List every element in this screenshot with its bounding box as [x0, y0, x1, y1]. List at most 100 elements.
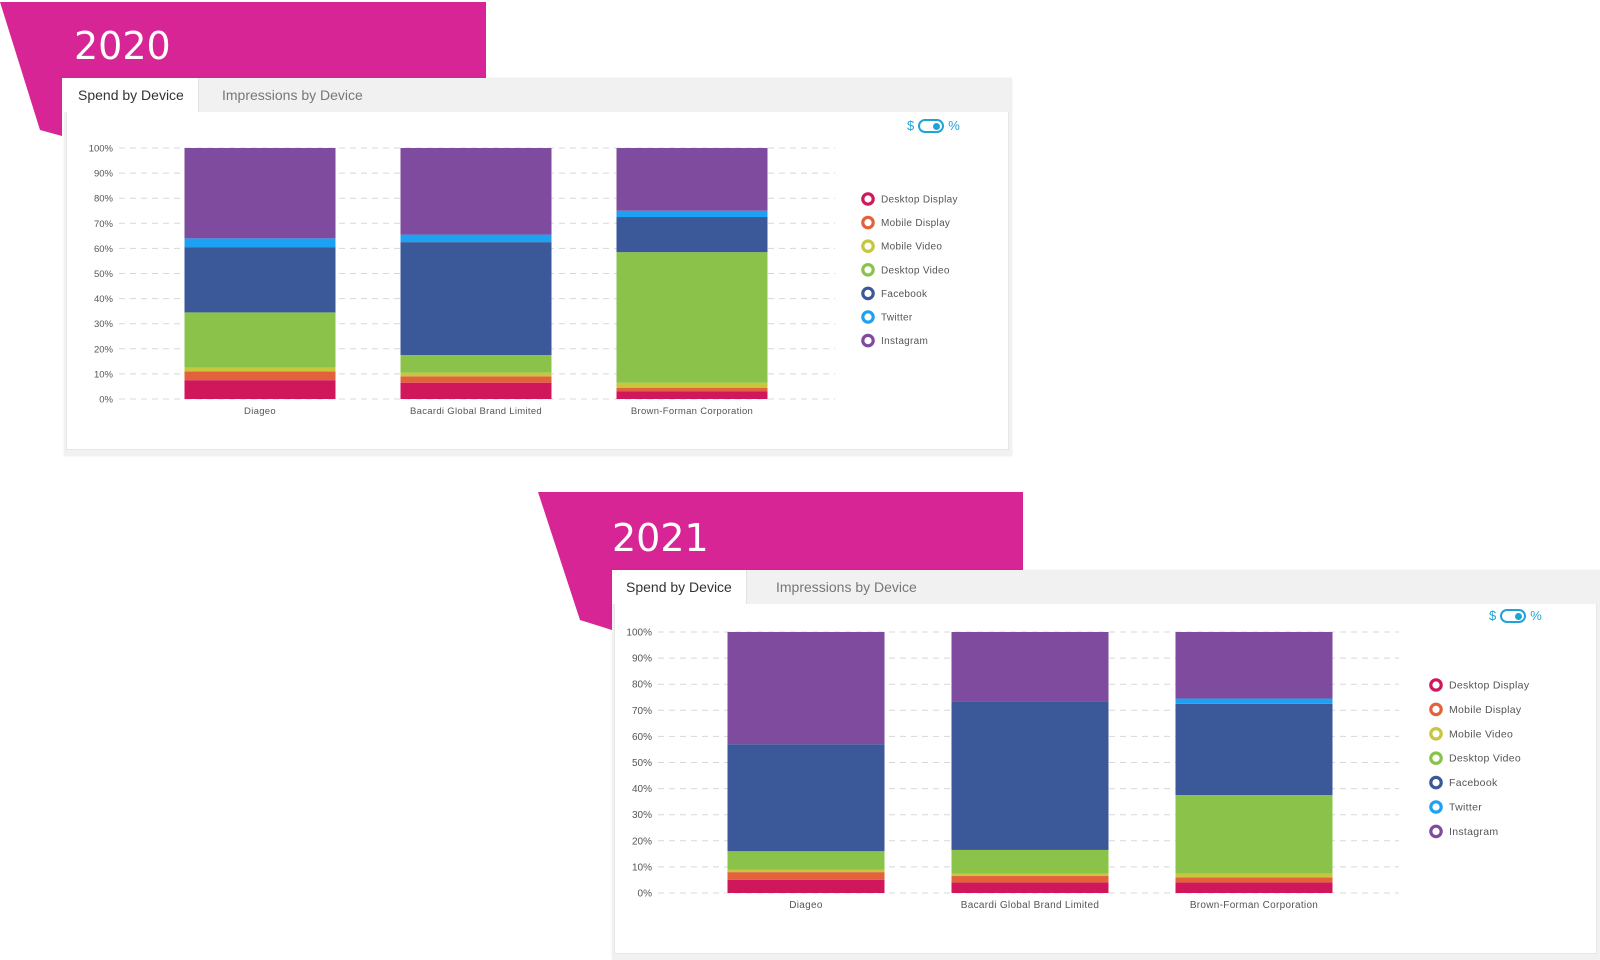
bar-segment-facebook: [1175, 703, 1333, 796]
bar-segment-desktop-video: [1175, 795, 1333, 874]
tab-impressions-by-device[interactable]: Impressions by Device: [222, 87, 363, 103]
currency-percent-toggle[interactable]: $ %: [1489, 608, 1542, 623]
tab-spend-by-device[interactable]: Spend by Device: [64, 78, 199, 112]
bar-segment-mobile-display: [616, 387, 768, 392]
legend-label: Mobile Video: [1449, 728, 1513, 740]
legend-marker-icon: [861, 192, 875, 206]
bar-segment-facebook: [727, 744, 885, 852]
y-tick-label: 40%: [94, 294, 114, 305]
legend-label: Mobile Display: [1449, 704, 1522, 716]
x-category-label: Bacardi Global Brand Limited: [410, 406, 542, 417]
legend-marker-icon: [861, 286, 875, 301]
bar-segment-instagram: [727, 632, 885, 745]
bar-segment-mobile-video: [400, 372, 552, 377]
legend-marker-icon: [1429, 800, 1443, 814]
y-tick-label: 90%: [94, 169, 114, 180]
bar-segment-desktop-display: [1175, 882, 1333, 893]
percent-label: %: [1530, 608, 1542, 623]
y-tick-label: 60%: [632, 732, 652, 743]
percent-label: %: [948, 118, 960, 133]
bar-segment-mobile-video: [727, 869, 885, 873]
y-tick-label: 80%: [94, 194, 114, 205]
tab-bar: Spend by Device Impressions by Device: [612, 570, 1600, 604]
bar-segment-mobile-video: [1175, 873, 1333, 878]
legend-label: Desktop Video: [1449, 753, 1521, 765]
y-tick-label: 80%: [632, 680, 652, 691]
legend-label: Twitter: [1449, 802, 1482, 814]
bar-segment-facebook: [951, 701, 1109, 850]
bar-segment-desktop-video: [184, 312, 336, 368]
x-category-label: Bacardi Global Brand Limited: [961, 900, 1099, 911]
bar-segment-facebook: [616, 217, 768, 253]
bar-segment-twitter: [400, 234, 552, 243]
legend-marker-icon: [861, 215, 875, 230]
x-category-label: Diageo: [789, 900, 823, 911]
legend-label: Desktop Video: [881, 265, 950, 276]
year-banner-2020: [0, 2, 486, 136]
toggle-switch-icon[interactable]: [918, 118, 945, 133]
toggle-switch-icon[interactable]: [1500, 608, 1527, 623]
y-tick-label: 70%: [632, 706, 652, 717]
x-category-label: Brown-Forman Corporation: [1190, 900, 1318, 911]
x-category-label: Brown-Forman Corporation: [631, 406, 753, 417]
y-tick-label: 40%: [632, 784, 652, 795]
year-banner-2021: [538, 492, 1023, 630]
chart-card: $ % 0% 10% 20% 30% 40% 50% 60% 70% 80% 90% 100% Dia…: [66, 112, 1009, 450]
y-tick-label: 90%: [632, 654, 652, 665]
legend-label: Instagram: [881, 336, 928, 347]
bar-segment-instagram: [951, 632, 1109, 702]
bar-segment-mobile-display: [727, 872, 885, 880]
tab-bar: Spend by Device Impressions by Device: [64, 78, 1012, 112]
y-tick-label: 20%: [632, 836, 652, 847]
bar-segment-mobile-display: [184, 371, 336, 381]
bar-segment-desktop-video: [400, 355, 552, 373]
legend-label: Mobile Video: [881, 242, 942, 253]
year-label-2021: 2021: [612, 516, 709, 560]
legend-label: Desktop Display: [1449, 680, 1530, 692]
bar-segment-mobile-video: [616, 382, 768, 388]
bar-segment-instagram: [400, 148, 552, 235]
y-tick-label: 10%: [94, 369, 114, 380]
y-tick-label: 0%: [638, 889, 653, 900]
y-tick-label: 70%: [94, 219, 114, 230]
y-tick-label: 10%: [632, 862, 652, 873]
bar-segment-desktop-display: [184, 380, 336, 399]
legend-marker-icon: [1429, 824, 1443, 839]
bar-segment-mobile-display: [1175, 877, 1333, 883]
bar-segment-instagram: [616, 148, 768, 211]
bar-segment-facebook: [184, 247, 336, 313]
bar-segment-twitter: [1175, 698, 1333, 704]
dollar-label: $: [907, 118, 915, 133]
x-category-label: Diageo: [244, 406, 276, 417]
tab-impressions-by-device[interactable]: Impressions by Device: [776, 579, 917, 595]
bar-segment-twitter: [184, 238, 336, 248]
legend-marker-icon: [1429, 751, 1443, 765]
chart-panel-2021: Spend by Device Impressions by Device $ …: [612, 570, 1600, 960]
legend-marker-icon: [1429, 678, 1443, 692]
bar-segment-desktop-video: [727, 851, 885, 870]
legend-marker-icon: [861, 333, 875, 348]
bar-segment-mobile-video: [184, 367, 336, 372]
legend-label: Instagram: [1449, 826, 1498, 838]
bar-segment-desktop-display: [727, 879, 885, 893]
legend-label: Desktop Display: [881, 195, 958, 206]
y-tick-label: 30%: [632, 810, 652, 821]
bar-segment-mobile-display: [400, 376, 552, 383]
tab-spend-by-device[interactable]: Spend by Device: [612, 570, 747, 604]
bar-segment-mobile-display: [951, 876, 1109, 883]
bar-segment-desktop-display: [400, 382, 552, 399]
legend-marker-icon: [1429, 727, 1443, 741]
bar-segment-desktop-display: [616, 391, 768, 399]
legend-marker-icon: [1429, 702, 1443, 717]
y-tick-label: 100%: [626, 628, 652, 639]
bar-segment-twitter: [616, 210, 768, 218]
legend-label: Mobile Display: [881, 218, 950, 229]
bar-segment-instagram: [184, 148, 336, 239]
stacked-bar-chart-2021: 0% 10% 20% 30% 40% 50% 60% 70% 80% 90% 100% Diageo B…: [626, 628, 1530, 912]
chart-card: $ % 0% 10% 20% 30% 40% 50% 60% 70% 80% 90% 100% Dia…: [614, 604, 1597, 954]
currency-percent-toggle[interactable]: $ %: [907, 118, 960, 133]
y-tick-label: 0%: [99, 395, 113, 406]
bar-segment-desktop-video: [616, 252, 768, 383]
legend-label: Facebook: [881, 289, 928, 300]
legend-label: Facebook: [1449, 777, 1498, 789]
